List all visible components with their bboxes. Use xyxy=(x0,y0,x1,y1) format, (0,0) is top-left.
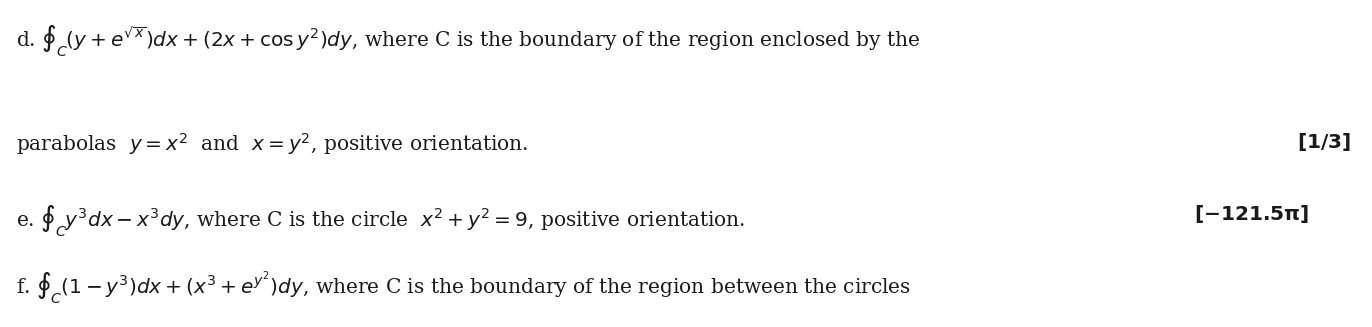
Text: d. $\oint_C (y+e^{\sqrt{x}})dx+(2x+\cos y^2)dy$, where C is the boundary of the : d. $\oint_C (y+e^{\sqrt{x}})dx+(2x+\cos … xyxy=(16,23,921,59)
Text: e. $\oint_C y^3dx-x^3dy$, where C is the circle  $x^2+y^2=9$, positive orientati: e. $\oint_C y^3dx-x^3dy$, where C is the… xyxy=(16,203,746,239)
Text: parabolas  $y=x^2$  and  $x=y^2$, positive orientation.: parabolas $y=x^2$ and $x=y^2$, positive … xyxy=(16,131,528,157)
Text: f. $\oint_C (1-y^3)dx+(x^3+e^{y^2})dy$, where C is the boundary of the region be: f. $\oint_C (1-y^3)dx+(x^3+e^{y^2})dy$, … xyxy=(16,270,911,306)
Text: $\bf{[1/3]}$: $\bf{[1/3]}$ xyxy=(1297,131,1350,153)
Text: $\bf{[-121.5\pi]}$: $\bf{[-121.5\pi]}$ xyxy=(1194,203,1309,225)
